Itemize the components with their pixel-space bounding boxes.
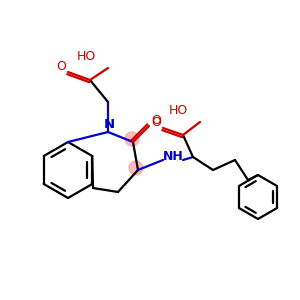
Circle shape [125,132,139,146]
Text: HO: HO [168,103,188,116]
Text: N: N [103,118,115,130]
Text: O: O [151,116,161,130]
Text: HO: HO [76,50,96,62]
Text: O: O [56,59,66,73]
Text: O: O [151,115,161,128]
Text: NH: NH [163,149,183,163]
Circle shape [129,161,143,175]
